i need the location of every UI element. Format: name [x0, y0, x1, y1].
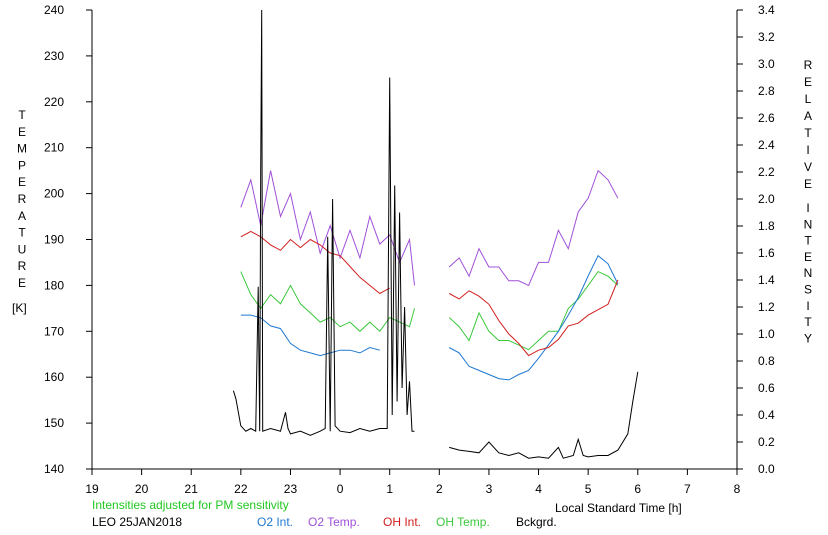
x-tick-label: 8: [734, 482, 741, 496]
right-axis-title-letter: E: [804, 177, 812, 191]
x-tick-label: 2: [436, 482, 443, 496]
series-line-oh-temp: [448, 270, 619, 351]
left-axis-title-letter: T: [18, 108, 26, 122]
x-tick-label: 5: [585, 482, 592, 496]
right-axis-title-letter: Y: [804, 331, 812, 345]
right-tick-label: 1.2: [758, 300, 775, 314]
left-axis-unit: [K]: [12, 301, 27, 315]
right-tick-label: 0.6: [758, 381, 775, 395]
left-tick-label: 230: [44, 49, 64, 63]
left-axis-title-letter: E: [18, 125, 26, 139]
right-tick-label: 0.8: [758, 354, 775, 368]
right-axis-title-letter: V: [804, 160, 812, 174]
x-tick-label: 23: [284, 482, 298, 496]
left-axis-title-letter: R: [18, 259, 27, 273]
series-line-bckgrd: [232, 9, 415, 436]
right-axis-title-letter: T: [804, 126, 812, 140]
right-axis-title-letter: I: [806, 143, 809, 157]
right-axis-title-letter: A: [804, 109, 812, 123]
right-axis-title-letter: T: [804, 315, 812, 329]
right-tick-label: 2.4: [758, 138, 775, 152]
x-tick-label: 20: [135, 482, 149, 496]
left-tick-label: 150: [44, 416, 64, 430]
series-line-oh-temp: [240, 271, 415, 333]
legend-item: OH Int.: [383, 515, 421, 529]
right-axis-title-letter: T: [804, 234, 812, 248]
left-axis-title-letter: R: [18, 192, 27, 206]
right-tick-label: 1.4: [758, 273, 775, 287]
left-tick-label: 170: [44, 324, 64, 338]
left-tick-label: 160: [44, 370, 64, 384]
x-tick-label: 7: [684, 482, 691, 496]
right-axis-title-letter: E: [804, 250, 812, 264]
right-tick-label: 2.2: [758, 165, 775, 179]
station-label: LEO 25JAN2018: [92, 515, 182, 529]
legend-item: OH Temp.: [436, 515, 490, 529]
left-axis: 140 150 160 170 180 190 200 210 220 230 240: [44, 3, 92, 476]
left-axis-title-letter: U: [18, 242, 27, 256]
right-tick-label: 2.8: [758, 84, 775, 98]
left-tick-label: 240: [44, 3, 64, 17]
legend-item: Bckgrd.: [516, 515, 557, 529]
plot-frame: [91, 10, 738, 470]
left-axis-title-letter: E: [18, 276, 26, 290]
left-tick-label: 190: [44, 233, 64, 247]
right-tick-label: 0.2: [758, 435, 775, 449]
right-tick-label: 1.6: [758, 246, 775, 260]
right-tick-label: 3.0: [758, 57, 775, 71]
x-tick-label: 22: [234, 482, 248, 496]
x-tick-label: 21: [185, 482, 199, 496]
series-line-oh-int: [240, 230, 390, 295]
right-tick-label: 1.8: [758, 219, 775, 233]
series-line-bckgrd: [449, 371, 639, 459]
x-axis: 19 20 21 22 23 0 1 2 3 4 5 6 7 8: [85, 469, 741, 496]
left-axis-title-letter: M: [17, 142, 27, 156]
x-tick-label: 19: [85, 482, 99, 496]
left-tick-label: 220: [44, 95, 64, 109]
left-tick-label: 200: [44, 187, 64, 201]
right-axis-title-letter: I: [806, 299, 809, 313]
legend-item: O2 Temp.: [308, 515, 360, 529]
x-tick-label: 6: [634, 482, 641, 496]
x-tick-label: 0: [337, 482, 344, 496]
right-axis-title-letter: I: [806, 201, 809, 215]
note-text: Intensities adjusted for PM sensitivity: [92, 498, 289, 512]
right-tick-label: 1.0: [758, 327, 775, 341]
right-tick-label: 0.4: [758, 408, 775, 422]
right-axis-title-letter: N: [804, 266, 813, 280]
series-line-o2-int: [240, 314, 380, 357]
right-axis-title-letter: L: [805, 92, 812, 106]
x-tick-label: 1: [386, 482, 393, 496]
right-axis: 0.0 0.2 0.4 0.6 0.8 1.0 1.2 1.4 1.6 1.8 2.0 2.2 2.4 2…: [737, 3, 775, 476]
x-tick-label: 3: [486, 482, 493, 496]
legend-item: O2 Int.: [257, 515, 293, 529]
right-tick-label: 3.2: [758, 30, 775, 44]
left-axis-title-letter: E: [18, 175, 26, 189]
series-line-o2-temp: [448, 169, 619, 287]
left-axis-title-letter: T: [18, 226, 26, 240]
legend: O2 Int. O2 Temp. OH Int. OH Temp. Bckgrd.: [257, 515, 557, 529]
right-axis-title-letter: R: [804, 58, 813, 72]
x-axis-label: Local Standard Time [h]: [555, 501, 682, 515]
right-tick-label: 2.0: [758, 192, 775, 206]
left-axis-title-letter: P: [18, 158, 26, 172]
series-line-o2-temp: [240, 170, 415, 286]
right-axis-title-letter: S: [804, 283, 812, 297]
right-tick-label: 3.4: [758, 3, 775, 17]
left-tick-label: 210: [44, 141, 64, 155]
right-axis-title-letter: E: [804, 75, 812, 89]
x-tick-label: 4: [535, 482, 542, 496]
right-tick-label: 0.0: [758, 462, 775, 476]
left-tick-label: 180: [44, 278, 64, 292]
series-line-o2-int: [448, 254, 619, 381]
series-line-oh-int: [448, 279, 619, 357]
left-axis-title-letter: A: [18, 209, 26, 223]
right-axis-title-letter: N: [804, 217, 813, 231]
right-tick-label: 2.6: [758, 111, 775, 125]
left-tick-label: 140: [44, 462, 64, 476]
series-layer: [232, 9, 639, 459]
